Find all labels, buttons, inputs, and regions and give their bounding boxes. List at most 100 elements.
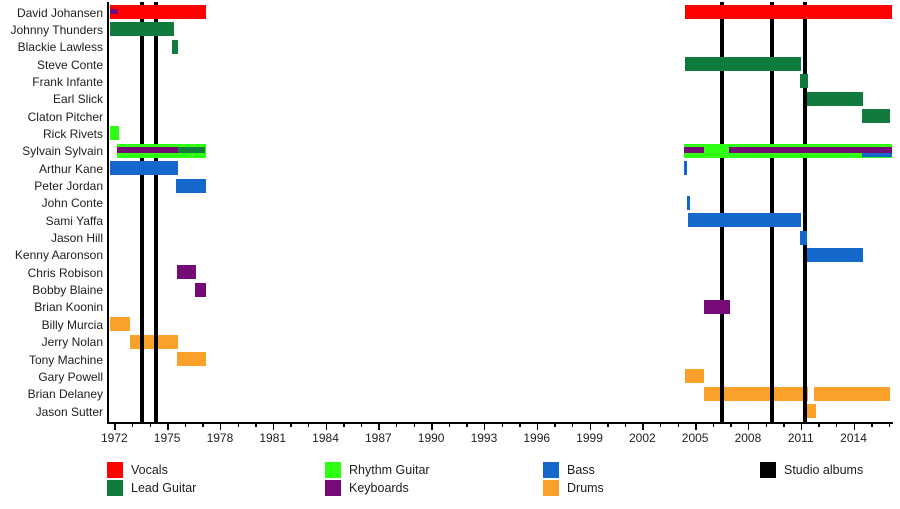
x-axis-tick-label: 1999 [576,431,603,445]
x-axis-minor-tick [624,423,627,427]
x-axis-tick-label: 1975 [153,431,181,445]
timeline-bar-lead_guitar [799,74,808,89]
x-axis-major-tick [219,423,222,430]
x-axis-minor-tick [888,423,891,427]
timeline-bar-drums [813,386,891,401]
timeline-bar-keyboards [703,299,731,314]
timeline-bar-drums [806,404,816,419]
x-axis-minor-tick [149,423,152,427]
x-axis-major-tick [167,423,169,430]
member-label: Johnny Thunders [10,22,103,37]
y-axis-line [107,2,109,423]
legend-label: Drums [567,481,604,495]
member-label: Chris Robison [27,265,103,280]
timeline-bar-bass [688,213,801,228]
timeline-bar-drums [703,386,808,401]
timeline-bar-bass [175,178,206,193]
legend-label: Rhythm Guitar [349,463,430,477]
legend-swatch-drums [543,480,559,496]
legend-label: Bass [567,463,595,477]
x-axis-minor-tick [184,423,187,427]
x-axis-major-tick [642,423,644,430]
timeline-bar-keyboards [176,265,197,280]
member-label: Arthur Kane [38,161,103,176]
timeline-bar-bass [109,161,178,176]
x-axis-minor-tick [202,423,204,427]
x-axis-minor-tick [818,423,820,427]
x-axis-minor-tick [307,423,310,427]
x-axis-major-tick [695,423,697,430]
legend-label: Studio albums [784,463,864,477]
member-label: Tony Machine [28,352,103,367]
x-axis-minor-tick [712,423,715,427]
member-label: Brian Delaney [27,387,103,402]
x-axis-minor-tick [237,423,240,427]
x-axis-tick-label: 1972 [100,431,128,445]
studio-album-line [153,2,158,423]
timeline-bar-bass [683,161,688,176]
member-label: Sami Yaffa [45,213,103,228]
member-label: Peter Jordan [34,179,103,193]
x-axis-minor-tick [554,423,556,427]
timeline-bar-bass [862,152,893,157]
x-axis-minor-tick [835,423,838,427]
x-axis-tick-label: 1993 [470,431,498,445]
studio-album-line [720,2,725,423]
x-axis-minor-tick [360,423,363,427]
x-axis-minor-tick [343,423,345,427]
timeline-bar-lead_guitar [177,147,205,153]
timeline-bar-drums [176,352,206,366]
x-axis-tick-label: 2008 [734,431,762,445]
x-axis-minor-tick [571,423,574,427]
member-label: Gary Powell [38,369,103,384]
x-axis-minor-tick [765,423,768,427]
x-axis-tick-label: 2005 [681,431,709,445]
member-label: Steve Conte [36,57,103,72]
x-axis-line [107,422,894,424]
member-label: Billy Murcia [41,317,103,332]
timeline-bar-vocals [109,5,206,19]
legend-label: Lead Guitar [131,481,197,495]
x-axis-minor-tick [519,423,521,427]
x-axis-minor-tick [501,423,504,427]
legend-swatch-bass [543,462,559,478]
x-axis-minor-tick [607,423,609,427]
timeline-bar-lead_guitar [684,57,801,72]
timeline-bar-bass [806,247,864,262]
x-axis-major-tick [272,423,275,430]
studio-album-line [140,2,145,423]
member-label: Frank Infante [32,74,103,89]
timeline-bar-lead_guitar [172,39,178,54]
member-label: John Conte [41,196,103,211]
member-label: Jason Hill [50,231,103,246]
member-label: Kenny Aaronson [14,248,103,263]
timeline-bar-drums [109,317,131,332]
x-axis-major-tick [378,423,380,430]
x-axis-tick-label: 1987 [364,431,392,445]
timeline-bar-keyboards [683,147,704,153]
x-axis-minor-tick [677,423,680,427]
x-axis-minor-tick [783,423,785,427]
x-axis-major-tick [853,423,856,430]
x-axis-minor-tick [255,423,257,427]
timeline-bar-vocals [684,5,893,19]
x-axis-tick-label: 2002 [628,431,656,445]
x-axis-tick-label: 1981 [259,431,287,445]
member-label: Jerry Nolan [41,335,103,350]
studio-album-line [803,2,808,423]
legend-label: Vocals [131,463,168,477]
x-axis-tick-label: 1990 [417,431,445,445]
x-axis-tick-label: 1984 [312,431,339,445]
x-axis-major-tick [800,423,803,430]
x-axis-minor-tick [466,423,468,427]
timeline-bar-lead_guitar [862,109,891,124]
x-axis-minor-tick [413,423,416,427]
legend-swatch-keyboards [325,480,341,496]
x-axis-major-tick [325,423,328,430]
x-axis-minor-tick [659,423,662,427]
x-axis-tick-label: 1978 [206,431,234,445]
member-label: Earl Slick [52,92,103,107]
x-axis-major-tick [536,423,539,430]
x-axis-tick-label: 1996 [523,431,551,445]
